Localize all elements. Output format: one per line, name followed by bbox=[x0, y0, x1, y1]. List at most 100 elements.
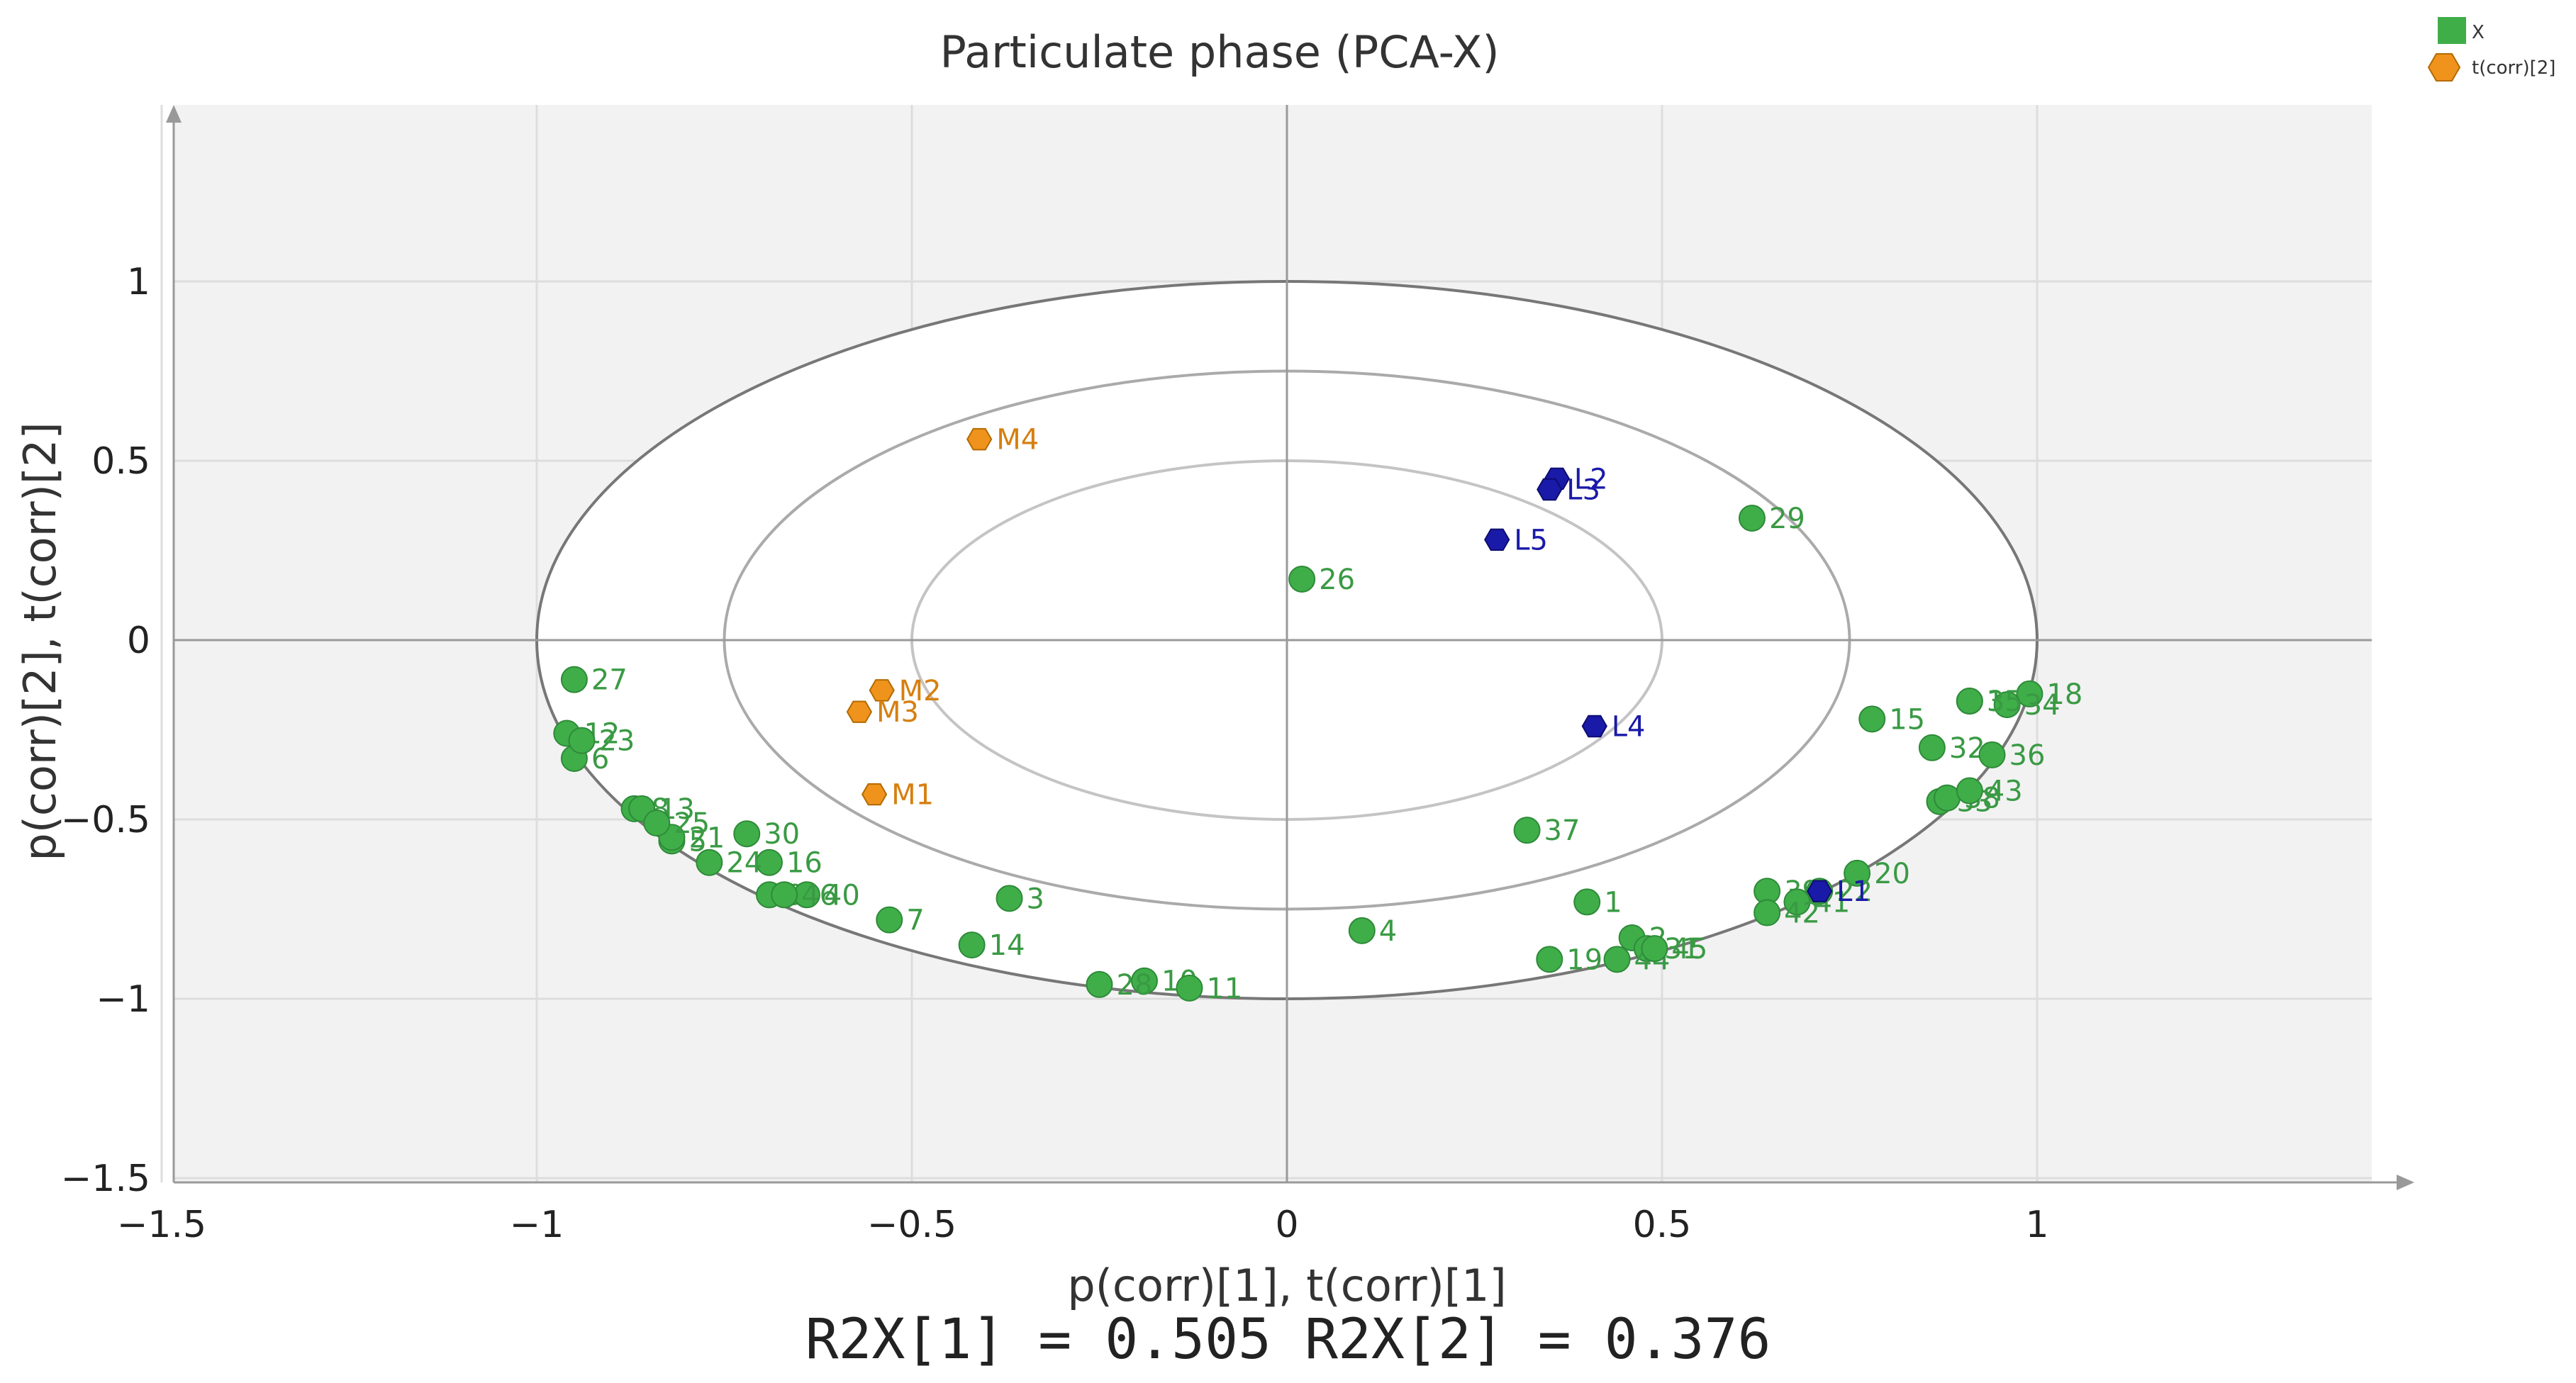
variable-point-15 bbox=[1858, 705, 1886, 733]
legend: X t(corr)[2] bbox=[2427, 17, 2555, 82]
variable-point-34 bbox=[1993, 691, 2021, 719]
variable-point-30 bbox=[733, 820, 761, 848]
variable-point-14 bbox=[958, 931, 986, 959]
data-points: 1234567891011121314151617181920212223242… bbox=[553, 424, 2082, 1005]
variable-point-18 bbox=[2016, 680, 2043, 707]
variable-point-4 bbox=[1348, 917, 1376, 944]
point-label-15: 15 bbox=[1889, 703, 1925, 736]
x-tick-label: 1 bbox=[2025, 1204, 2048, 1246]
point-label-36: 36 bbox=[2009, 739, 2046, 772]
y-tick-label: 0 bbox=[127, 620, 150, 662]
point-label-32: 32 bbox=[1949, 732, 1985, 765]
point-label-L2: L2 bbox=[1574, 463, 1608, 495]
variable-point-37 bbox=[1513, 817, 1541, 844]
y-tick-label: −1.5 bbox=[61, 1158, 150, 1200]
variable-point-26 bbox=[1288, 565, 1316, 593]
point-label-22: 22 bbox=[1836, 875, 1873, 908]
variable-point-11 bbox=[1176, 974, 1203, 1002]
variable-point-23 bbox=[568, 727, 596, 754]
variable-point-25 bbox=[643, 810, 671, 837]
x-tick-label: 0 bbox=[1275, 1204, 1298, 1246]
point-label-29: 29 bbox=[1769, 503, 1805, 535]
variable-point-46 bbox=[771, 881, 798, 909]
variable-point-45 bbox=[1641, 935, 1668, 963]
variable-point-38 bbox=[1934, 784, 1961, 812]
point-label-23: 23 bbox=[598, 725, 635, 758]
variable-point-29 bbox=[1738, 504, 1766, 532]
x-axis-label: p(corr)[1], t(corr)[1] bbox=[1067, 1260, 1506, 1311]
point-label-14: 14 bbox=[989, 929, 1025, 962]
point-label-28: 28 bbox=[1117, 969, 1153, 1002]
x-tick-label: −1.5 bbox=[117, 1204, 206, 1246]
legend-swatch-x bbox=[2438, 17, 2466, 44]
score-point-M4 bbox=[966, 427, 993, 451]
y-tick-label: 1 bbox=[127, 261, 150, 303]
point-label-16: 16 bbox=[786, 847, 823, 880]
point-label-34: 34 bbox=[2024, 689, 2061, 722]
variable-point-27 bbox=[560, 666, 588, 693]
point-label-21: 21 bbox=[688, 822, 725, 854]
variable-point-28 bbox=[1086, 970, 1113, 998]
point-label-27: 27 bbox=[591, 664, 628, 697]
variable-point-19 bbox=[1536, 946, 1563, 973]
point-label-M3: M3 bbox=[876, 696, 919, 729]
axes bbox=[166, 105, 2414, 1190]
point-label-42: 42 bbox=[1784, 897, 1820, 930]
point-label-26: 26 bbox=[1319, 564, 1355, 596]
y-axis-arrow bbox=[166, 105, 182, 123]
point-label-M1: M1 bbox=[891, 779, 934, 812]
score-point-M2 bbox=[869, 679, 895, 702]
variable-point-20 bbox=[1844, 859, 1871, 887]
point-label-L1: L1 bbox=[1836, 875, 1870, 908]
point-label-M2: M2 bbox=[899, 675, 942, 707]
point-label-43: 43 bbox=[1987, 776, 2023, 808]
point-label-18: 18 bbox=[2046, 678, 2082, 711]
point-label-20: 20 bbox=[1874, 858, 1910, 890]
point-label-30: 30 bbox=[764, 818, 800, 851]
x-tick-labels: −1.5 −1 −0.5 0 0.5 1 bbox=[117, 1204, 2049, 1246]
score-point-L1 bbox=[1807, 880, 1833, 902]
point-label-4: 4 bbox=[1379, 915, 1397, 948]
variable-point-36 bbox=[1978, 741, 2006, 768]
point-label-37: 37 bbox=[1544, 814, 1580, 847]
variable-point-43 bbox=[1956, 777, 1983, 805]
legend-swatch-tcorr bbox=[2427, 53, 2461, 82]
point-label-46: 46 bbox=[801, 879, 837, 912]
point-label-3: 3 bbox=[1027, 883, 1044, 915]
point-label-L3: L3 bbox=[1566, 474, 1600, 506]
x-tick-label: −0.5 bbox=[867, 1204, 957, 1246]
point-label-24: 24 bbox=[726, 847, 762, 880]
point-label-6: 6 bbox=[591, 743, 609, 776]
variable-point-10 bbox=[1130, 967, 1158, 995]
variable-point-42 bbox=[1753, 899, 1781, 926]
zero-lines bbox=[174, 105, 2372, 1182]
y-axis-label: p(corr)[2], t(corr)[2] bbox=[14, 422, 66, 861]
x-axis-arrow bbox=[2397, 1175, 2414, 1190]
variable-point-3 bbox=[996, 885, 1023, 912]
point-label-35: 35 bbox=[1987, 685, 2023, 718]
variable-point-24 bbox=[696, 849, 723, 876]
variable-point-41 bbox=[1783, 888, 1811, 916]
y-tick-label: −0.5 bbox=[61, 799, 150, 841]
point-label-M4: M4 bbox=[996, 424, 1039, 457]
point-label-L5: L5 bbox=[1514, 524, 1548, 556]
point-label-25: 25 bbox=[674, 807, 710, 840]
score-point-L3 bbox=[1537, 478, 1563, 501]
legend-label-tcorr: t(corr)[2] bbox=[2472, 57, 2555, 79]
x-tick-label: −1 bbox=[510, 1204, 564, 1246]
score-point-L4 bbox=[1581, 715, 1607, 738]
score-point-M3 bbox=[846, 700, 873, 723]
point-label-11: 11 bbox=[1206, 973, 1242, 1005]
variable-point-32 bbox=[1918, 734, 1946, 761]
variable-point-1 bbox=[1573, 888, 1601, 916]
point-label-7: 7 bbox=[906, 905, 924, 937]
point-label-1: 1 bbox=[1604, 886, 1622, 919]
point-label-40: 40 bbox=[824, 879, 860, 912]
variable-point-44 bbox=[1603, 946, 1631, 973]
point-label-31: 31 bbox=[1664, 933, 1700, 965]
point-label-45: 45 bbox=[1671, 933, 1707, 965]
score-point-L5 bbox=[1484, 528, 1510, 551]
point-label-19: 19 bbox=[1566, 944, 1602, 976]
x-tick-label: 0.5 bbox=[1633, 1204, 1692, 1246]
